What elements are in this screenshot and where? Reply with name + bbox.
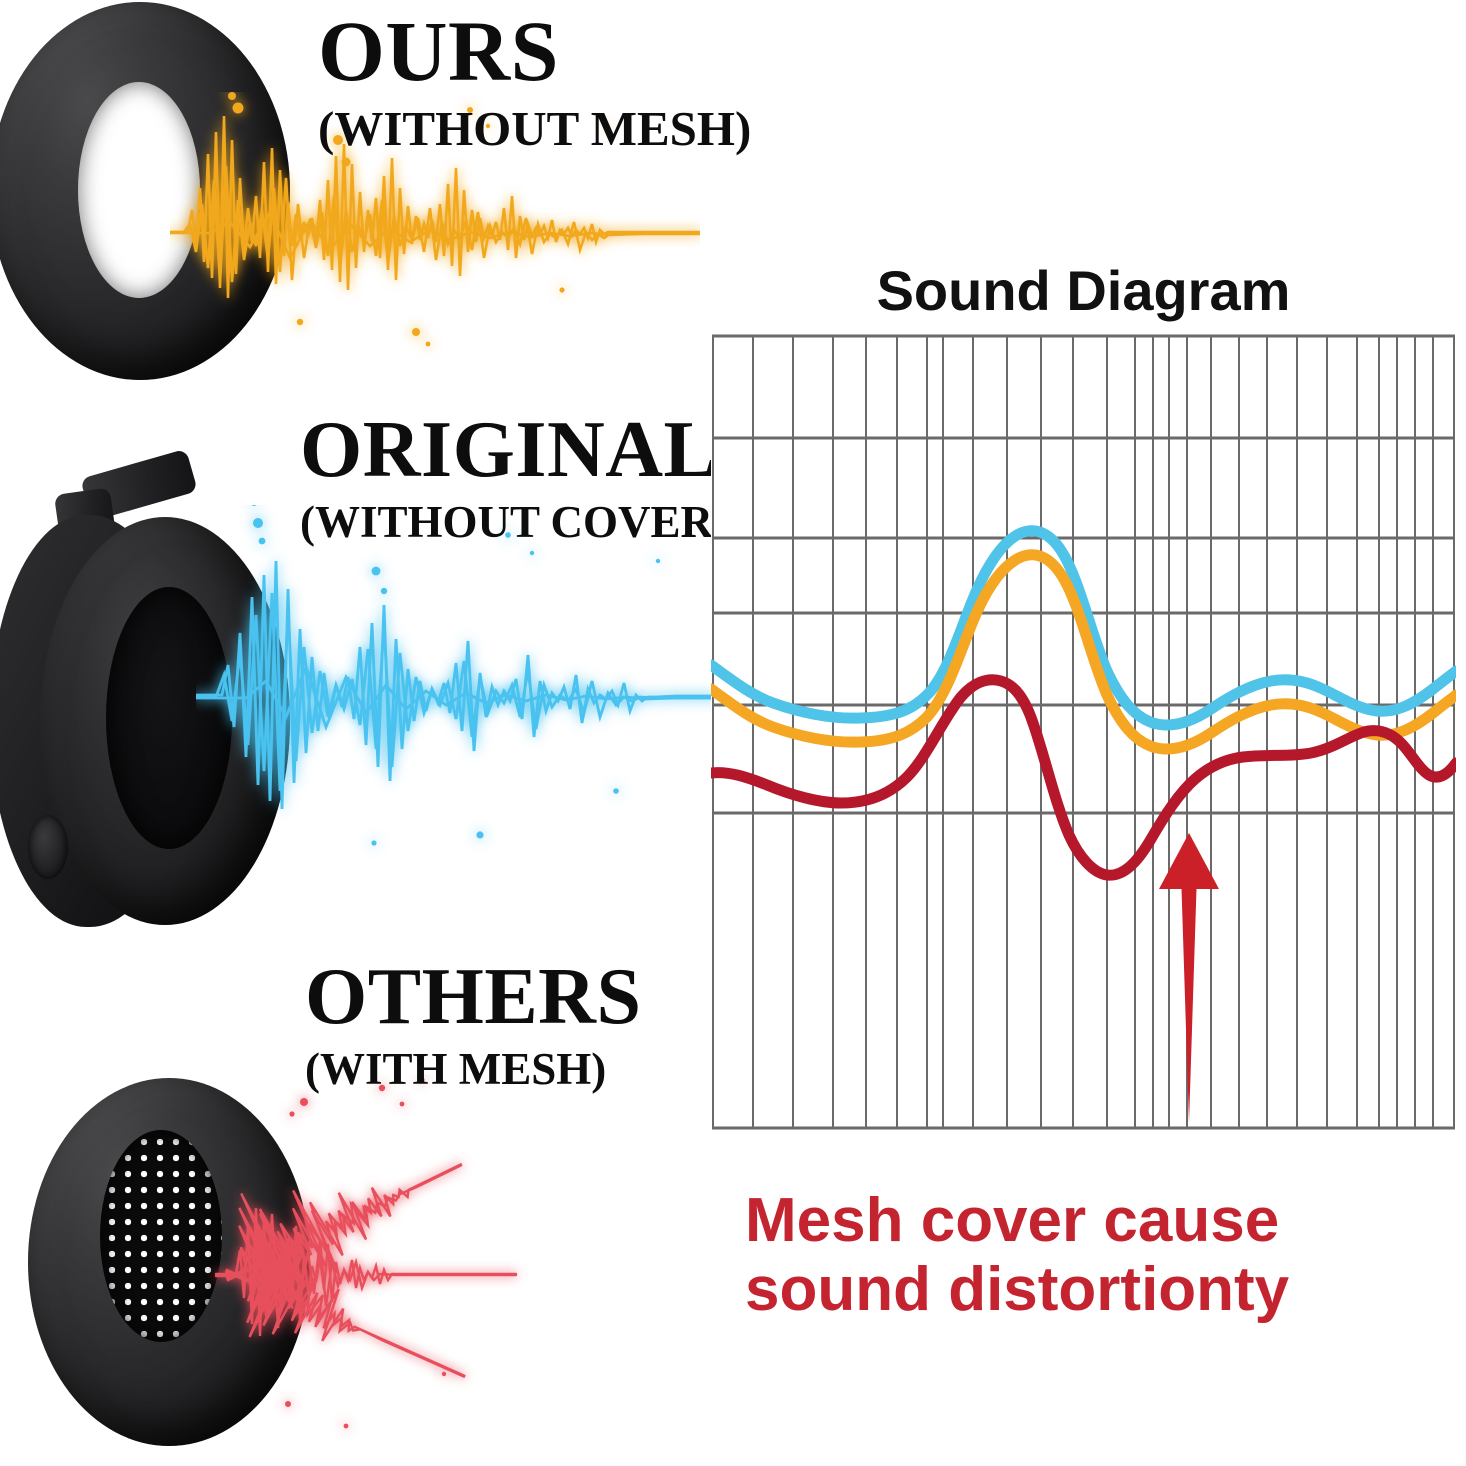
waveform-orange (170, 92, 700, 347)
product-image-ours (0, 2, 700, 384)
curve-ours (711, 549, 1456, 755)
label-original: ORIGINAL (WITHOUT COVER) (300, 410, 728, 545)
product-image-original (0, 448, 716, 955)
subheading-original: (WITHOUT COVER) (300, 497, 728, 547)
earcup-cushion-hole (106, 587, 232, 849)
waveform-blue (196, 505, 716, 846)
subheading-ours: (WITHOUT MESH) (318, 101, 752, 156)
mesh-cover (100, 1130, 222, 1342)
curve-others (711, 674, 1456, 881)
chart-canvas (711, 333, 1456, 1131)
earcup-button[interactable] (28, 815, 68, 879)
caption-line-2: sound distortionty (745, 1255, 1290, 1325)
heading-original: ORIGINAL (300, 406, 718, 494)
label-ours: OURS (WITHOUT MESH) (318, 8, 751, 153)
heading-ours: OURS (318, 3, 559, 99)
earpad-opening (78, 82, 200, 298)
subheading-others: (WITH MESH) (305, 1044, 607, 1094)
heading-others: OTHERS (305, 953, 642, 1041)
curve-original (711, 525, 1456, 731)
chart-background (711, 333, 1456, 1131)
label-others: OTHERS (WITH MESH) (305, 957, 641, 1092)
caption-line-1: Mesh cover cause (745, 1186, 1280, 1255)
annotation-arrow-icon (1159, 833, 1219, 1123)
product-image-others (28, 1077, 518, 1453)
sound-diagram-chart (711, 333, 1456, 1131)
waveform-red (214, 1077, 518, 1429)
distortion-caption: Mesh cover cause sound distortionty (745, 1186, 1445, 1325)
chart-title: Sound Diagram (876, 259, 1291, 322)
